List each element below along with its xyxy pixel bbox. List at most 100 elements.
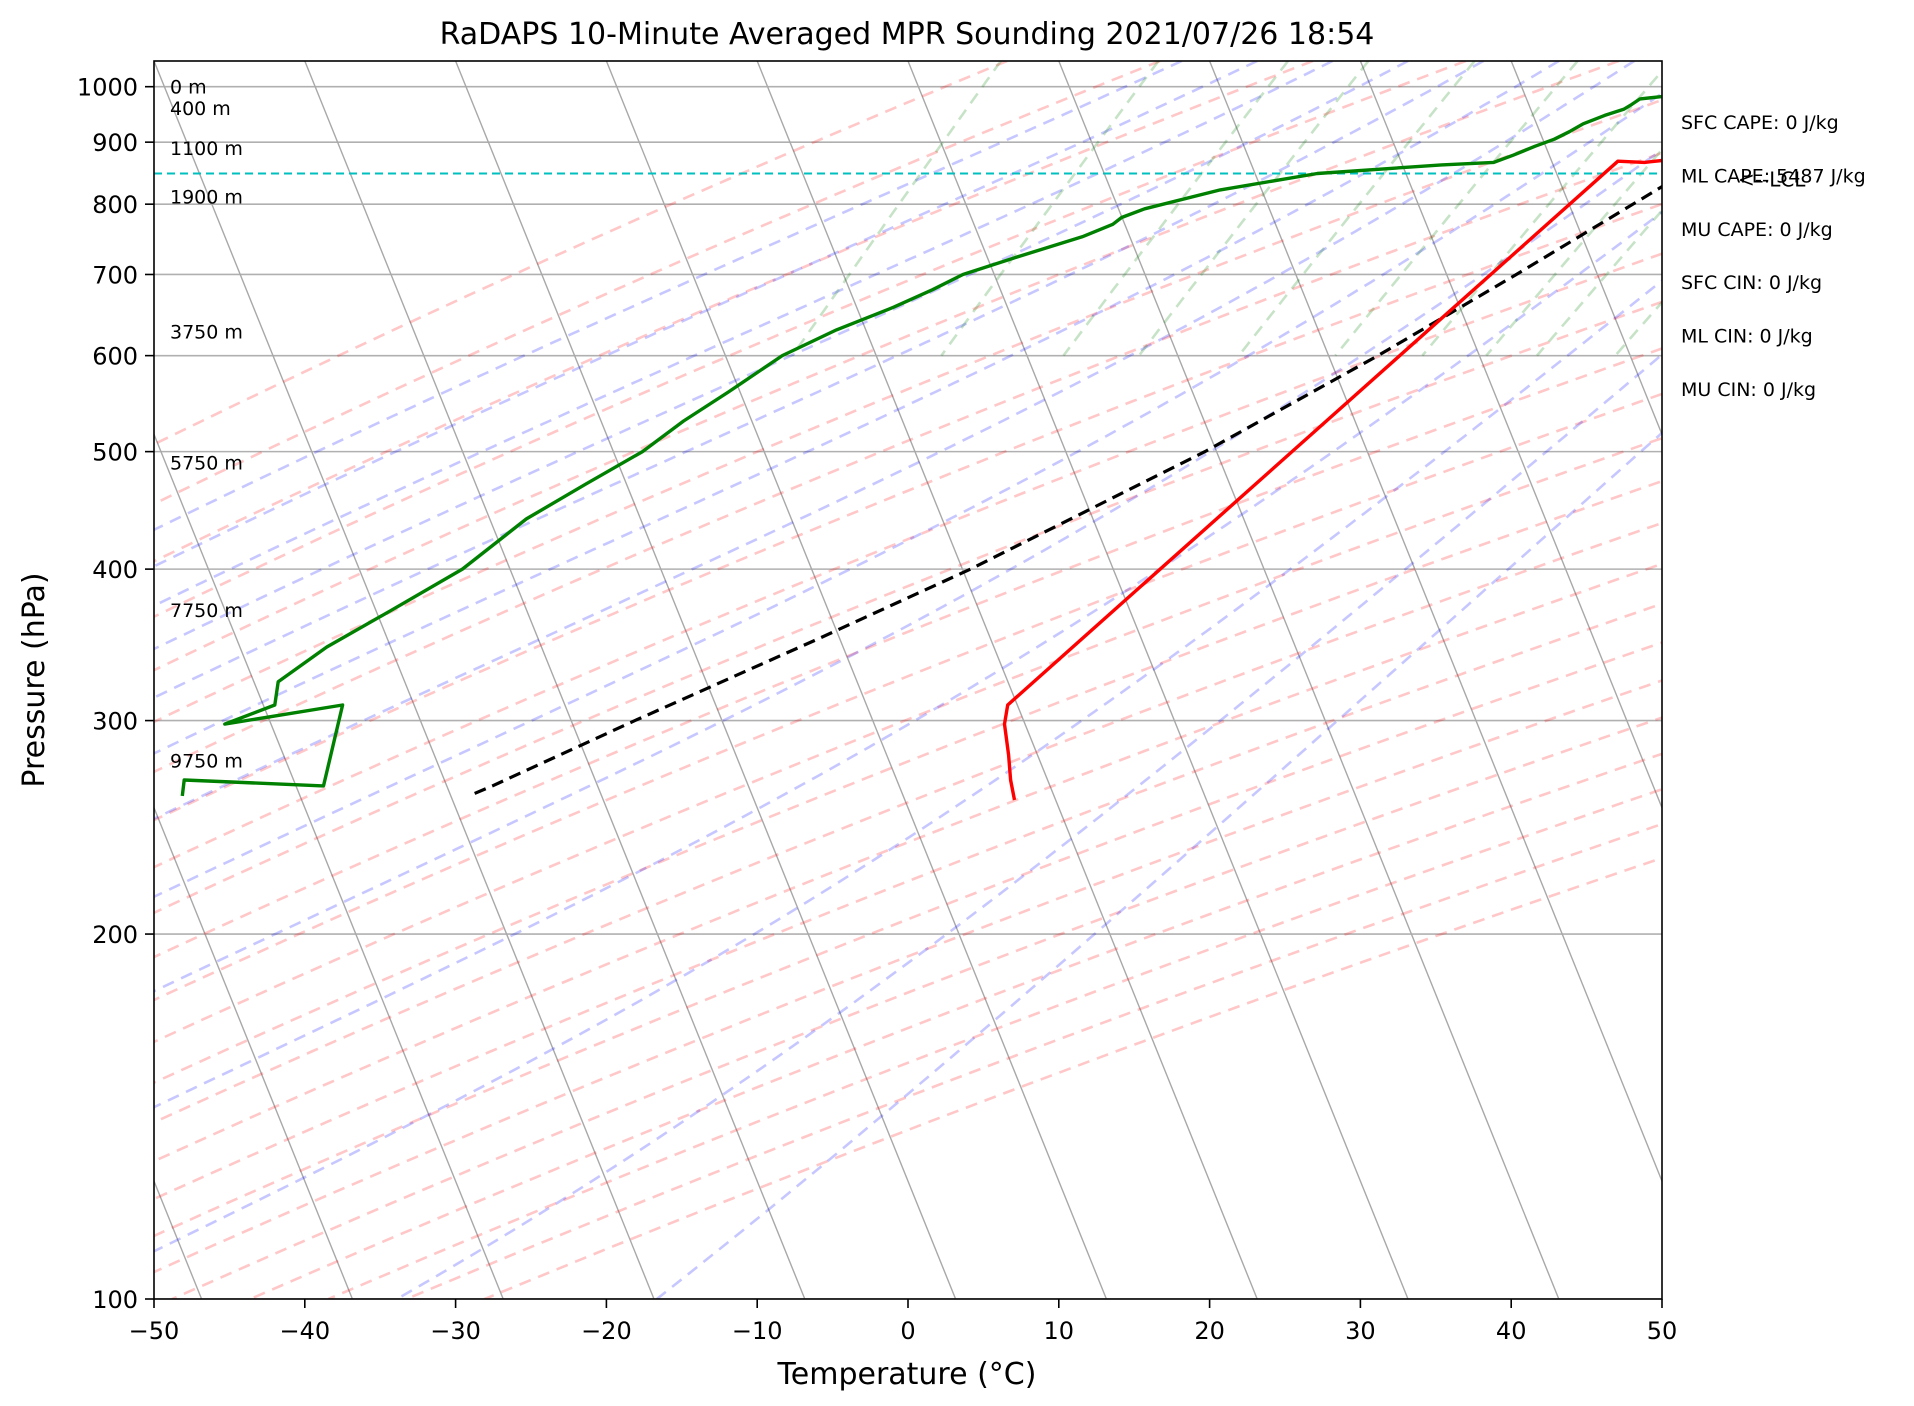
height-label: 7750 m (170, 600, 243, 622)
dry-adiabat-line (154, 61, 1008, 446)
x-tick-label: −20 (581, 1317, 632, 1345)
x-tick-label: 30 (1345, 1317, 1376, 1345)
isotherm-line (1510, 61, 1662, 437)
dry-adiabat-line (154, 679, 1662, 1274)
dry-adiabat-line (154, 347, 1662, 959)
chart-title: RaDAPS 10-Minute Averaged MPR Sounding 2… (440, 17, 1375, 52)
mixing-ratio-line (1536, 208, 1662, 357)
height-label: 3750 m (170, 322, 243, 344)
y-tick-label: 100 (92, 1286, 138, 1314)
lcl-label: <--LCL (1738, 167, 1806, 191)
mixing-ratio-line (1137, 61, 1370, 357)
mixing-ratio-line (1237, 61, 1476, 357)
dry-adiabat-line (154, 392, 1662, 1002)
y-axis-ticks: 1000 900 800 700 600 500 400 300 200 100 (77, 74, 154, 1314)
background-lines (154, 61, 1662, 1299)
isotherm-line (154, 805, 354, 1299)
height-label: 1100 m (170, 138, 243, 160)
x-tick-label: 40 (1496, 1317, 1527, 1345)
y-tick-label: 300 (92, 708, 138, 736)
stability-index-label: MU CIN: 0 J/kg (1681, 379, 1816, 401)
moist-adiabat-line (154, 61, 1183, 532)
isotherm-line (154, 61, 655, 1299)
moist-adiabat-line (154, 279, 1662, 1253)
temperature-profile-line (1002, 158, 1662, 801)
stability-index-label: SFC CAPE: 0 J/kg (1681, 112, 1839, 134)
stability-index-label: MU CAPE: 0 J/kg (1681, 219, 1833, 241)
moist-adiabat-line (154, 210, 1662, 1109)
moist-adiabat-line (154, 148, 1662, 993)
sounding-profiles (180, 94, 1662, 801)
isotherm-line (304, 61, 806, 1299)
y-tick-label: 900 (92, 129, 138, 157)
stability-index-label: ML CIN: 0 J/kg (1681, 326, 1813, 348)
height-label: 9750 m (170, 751, 243, 773)
dry-adiabat-line (154, 61, 1467, 619)
isotherm-line (1208, 61, 1662, 1184)
isotherm-line (454, 61, 957, 1299)
x-tick-label: −30 (430, 1317, 481, 1345)
height-label: 5750 m (170, 452, 243, 474)
dry-adiabat-line (154, 252, 1662, 869)
isotherm-line (605, 61, 1108, 1299)
moist-adiabat-line (154, 61, 1560, 755)
dry-adiabat-line (327, 787, 1662, 1299)
x-tick-label: −40 (279, 1317, 330, 1345)
dewpoint-profile-line (180, 94, 1662, 797)
moist-adiabats (154, 61, 1662, 1299)
parcel-profile-line (468, 184, 1662, 798)
y-tick-label: 700 (92, 261, 138, 289)
x-tick-label: −50 (129, 1317, 180, 1345)
dry-adiabat-line (154, 479, 1662, 1085)
dry-adiabat-line (154, 61, 1314, 563)
isotherm-line (1058, 61, 1560, 1299)
stability-index-label: ML CAPE: 5487 J/kg (1681, 165, 1866, 187)
isotherm-line (1359, 61, 1662, 810)
dry-adiabat-line (154, 202, 1662, 822)
moist-adiabat-line (154, 61, 1635, 821)
x-tick-label: 10 (1044, 1317, 1075, 1345)
x-tick-label: −10 (732, 1317, 783, 1345)
dry-adiabat-line (154, 61, 1161, 506)
moist-adiabat-line (154, 61, 1409, 651)
dry-adiabat-line (154, 300, 1662, 915)
moist-adiabat-line (154, 61, 1258, 568)
moist-adiabat-line (154, 61, 1485, 700)
y-axis-label: Pressure (hPa) (17, 572, 52, 787)
y-tick-label: 600 (92, 343, 138, 371)
skewed-isotherms (154, 61, 1662, 1299)
isotherm-line (756, 61, 1258, 1299)
dry-adiabat-line (154, 562, 1662, 1163)
mixing-ratio-line (791, 61, 1002, 357)
dry-adiabats (154, 61, 1662, 1299)
height-label: 400 m (170, 98, 231, 120)
height-label: 0 m (170, 77, 207, 99)
y-tick-label: 400 (92, 556, 138, 584)
dry-adiabat-line (249, 752, 1662, 1299)
x-axis-ticks: −50 −40 −30 −20 −10 0 10 20 30 40 50 (129, 1299, 1678, 1345)
x-tick-label: 20 (1194, 1317, 1225, 1345)
x-tick-label: 50 (1647, 1317, 1678, 1345)
y-tick-label: 500 (92, 439, 138, 467)
x-tick-label: 0 (900, 1317, 915, 1345)
mixing-ratio-line (1334, 61, 1579, 357)
y-tick-label: 1000 (77, 74, 138, 102)
stability-index-label: SFC CIN: 0 J/kg (1681, 272, 1822, 294)
mixing-ratio-lines (791, 61, 1662, 357)
isobar-grid (154, 85, 1662, 1299)
isotherm-line (907, 61, 1409, 1299)
dry-adiabat-line (154, 61, 1620, 672)
mixing-ratio-line (1062, 61, 1290, 357)
isotherm-line (154, 432, 504, 1299)
x-axis-label: Temperature (°C) (777, 1357, 1037, 1392)
stability-indices: SFC CAPE: 0 J/kg ML CAPE: 5487 J/kg MU CAP… (1681, 112, 1866, 401)
mixing-ratio-line (940, 61, 1160, 357)
dry-adiabat-line (154, 602, 1662, 1201)
y-tick-label: 200 (92, 921, 138, 949)
height-label: 1900 m (170, 186, 243, 208)
y-tick-label: 800 (92, 191, 138, 219)
mixing-ratio-line (1485, 147, 1662, 357)
